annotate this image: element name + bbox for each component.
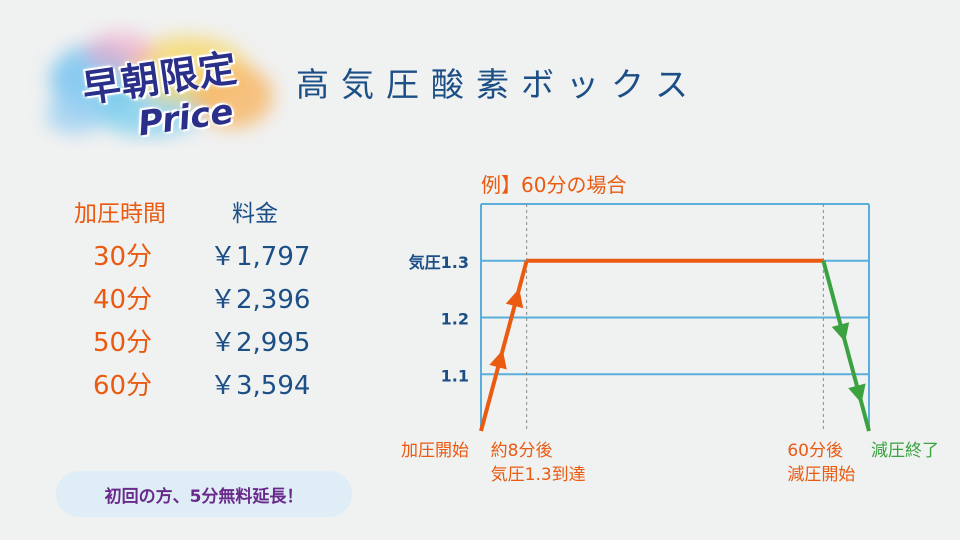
x-annotation-label: 減圧終了 bbox=[871, 441, 939, 461]
y-tick-label: 気圧1.3 bbox=[409, 253, 469, 272]
x-annotation-label: 気圧1.3到達 bbox=[491, 465, 586, 485]
price-duration: 40分 bbox=[93, 285, 153, 315]
chart-title: 例】60分の場合 bbox=[481, 173, 626, 197]
x-annotation-label: 約8分後 bbox=[491, 441, 553, 461]
price-amount: ￥3,594 bbox=[210, 371, 311, 401]
direction-arrow bbox=[505, 288, 524, 309]
price-duration: 60分 bbox=[93, 371, 153, 401]
price-duration: 30分 bbox=[93, 242, 153, 272]
direction-arrow bbox=[489, 349, 507, 370]
early-morning-badge: 早朝限定 Price bbox=[28, 18, 288, 148]
y-tick-label: 1.1 bbox=[441, 366, 469, 385]
watercolor-cloud-graphic bbox=[46, 32, 273, 136]
header-fee: 料金 bbox=[232, 201, 278, 227]
page-title: 高気圧酸素ボックス bbox=[296, 65, 701, 104]
x-annotation-label: 加圧開始 bbox=[401, 441, 469, 461]
x-annotation-label: 60分後 bbox=[787, 441, 843, 461]
price-duration: 50分 bbox=[93, 328, 153, 358]
direction-arrow bbox=[848, 383, 866, 404]
price-amount: ￥2,396 bbox=[210, 285, 311, 315]
price-row: 50分 ￥2,995 bbox=[0, 322, 380, 362]
price-row: 40分 ￥2,396 bbox=[0, 279, 380, 319]
promo-pill: 初回の方、5分無料延長！ bbox=[56, 471, 352, 517]
series-line-rise bbox=[479, 260, 529, 432]
x-annotation-label: 減圧開始 bbox=[787, 465, 855, 485]
price-amount: ￥1,797 bbox=[210, 242, 311, 272]
price-row: 60分 ￥3,594 bbox=[0, 365, 380, 405]
direction-arrow bbox=[831, 322, 850, 342]
price-row: 30分 ￥1,797 bbox=[0, 236, 380, 276]
price-amount: ￥2,995 bbox=[210, 328, 311, 358]
y-tick-label: 1.2 bbox=[441, 310, 469, 329]
header-duration: 加圧時間 bbox=[74, 201, 166, 227]
promo-text: 初回の方、5分無料延長！ bbox=[104, 486, 304, 507]
series-line-fall bbox=[821, 260, 871, 432]
